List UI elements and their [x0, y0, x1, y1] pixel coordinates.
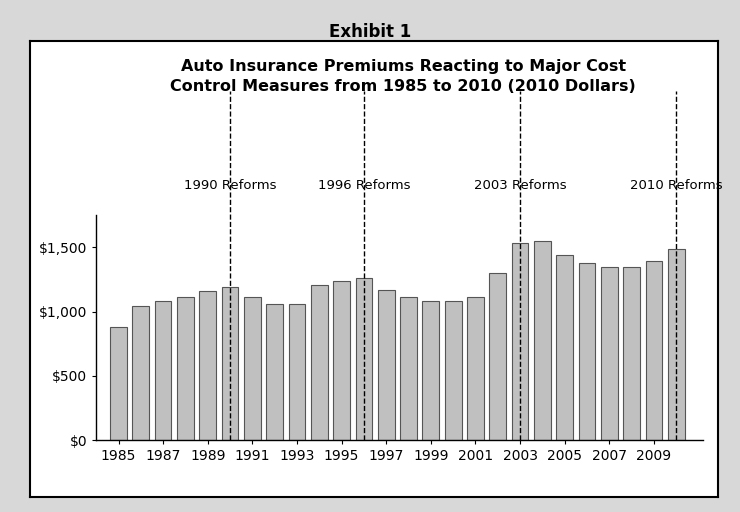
- Bar: [400, 297, 417, 440]
- Bar: [623, 267, 640, 440]
- Bar: [177, 297, 194, 440]
- Bar: [601, 267, 618, 440]
- Text: Exhibit 1: Exhibit 1: [329, 23, 411, 41]
- Bar: [289, 304, 306, 440]
- Bar: [110, 327, 127, 440]
- Bar: [132, 307, 149, 440]
- Bar: [222, 287, 238, 440]
- Bar: [511, 243, 528, 440]
- Bar: [645, 262, 662, 440]
- Text: Auto Insurance Premiums Reacting to Major Cost
Control Measures from 1985 to 201: Auto Insurance Premiums Reacting to Majo…: [170, 59, 636, 94]
- Bar: [311, 285, 328, 440]
- Bar: [467, 297, 484, 440]
- Text: 1996 Reforms: 1996 Reforms: [317, 179, 410, 192]
- Bar: [378, 290, 394, 440]
- Bar: [199, 291, 216, 440]
- Bar: [423, 301, 440, 440]
- Bar: [244, 297, 260, 440]
- Bar: [445, 301, 462, 440]
- Bar: [668, 248, 684, 440]
- Text: 2010 Reforms: 2010 Reforms: [630, 179, 722, 192]
- Bar: [266, 304, 283, 440]
- Bar: [579, 263, 596, 440]
- Bar: [333, 281, 350, 440]
- Bar: [556, 255, 573, 440]
- Bar: [489, 273, 506, 440]
- Text: 2003 Reforms: 2003 Reforms: [474, 179, 566, 192]
- Bar: [155, 301, 172, 440]
- Bar: [534, 242, 551, 440]
- Bar: [355, 278, 372, 440]
- Text: 1990 Reforms: 1990 Reforms: [184, 179, 276, 192]
